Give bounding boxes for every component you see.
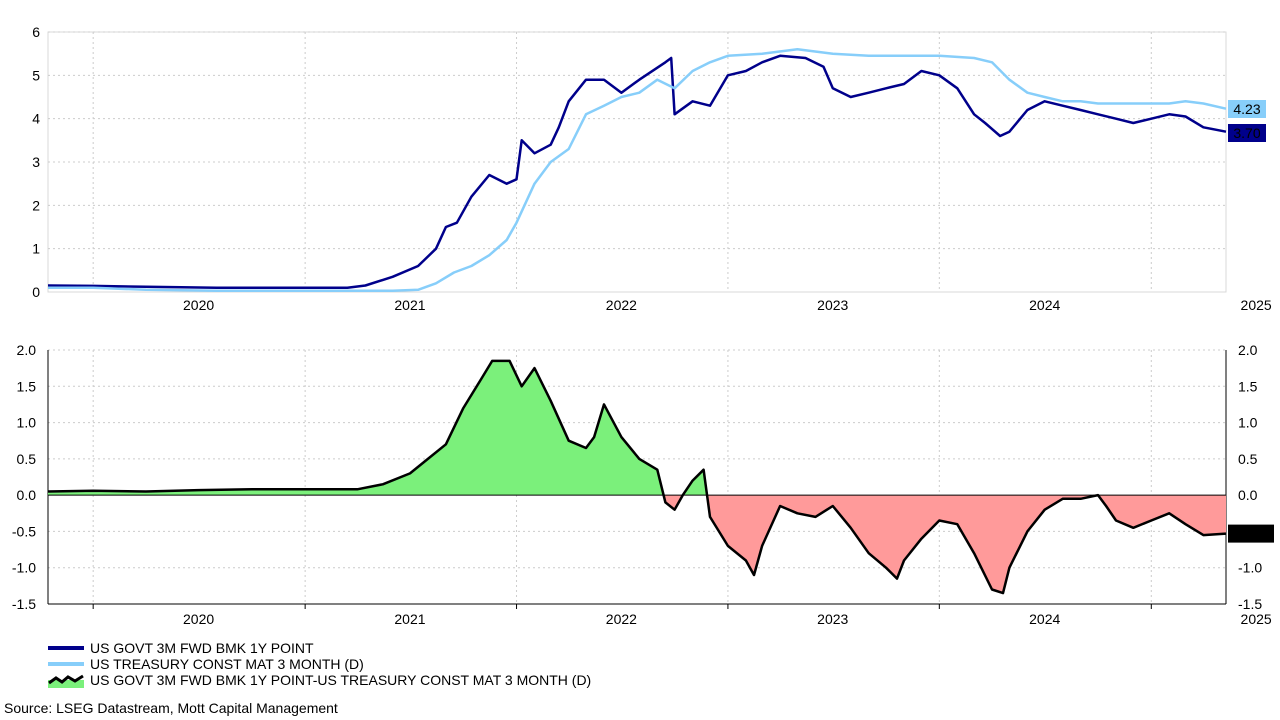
top-y-tick-label: 0 [32, 284, 40, 300]
legend-swatch-spread [48, 672, 84, 688]
top-y-tick-label: 5 [32, 67, 40, 83]
legend-label-treasury-3m: US TREASURY CONST MAT 3 MONTH (D) [90, 656, 364, 672]
legend-item-treasury-3m: US TREASURY CONST MAT 3 MONTH (D) [48, 656, 591, 672]
bottom-y-tick-label-left: 1.0 [17, 415, 37, 431]
top-y-tick-label: 1 [32, 241, 40, 257]
treasury-3m-series-line [48, 48, 1227, 292]
bottom-y-tick-label-right: 0.5 [1238, 451, 1258, 467]
top-line-chart: 2020 2021 2022 2023 2024 2025 0 1 2 3 4 5 6 4.23 3.70 [32, 24, 1272, 313]
bottom-x-tick-label: 2020 [183, 611, 214, 627]
bottom-y-tick-label-left: 2.0 [17, 342, 37, 358]
top-y-tick-label: 6 [32, 24, 40, 40]
forward-1y-last-value-tag [1228, 124, 1266, 142]
bottom-x-tick-label: 2024 [1029, 611, 1060, 627]
legend-swatch-forward-1y [48, 640, 84, 656]
spread-negative-area [663, 495, 1226, 594]
spread-last-value-label: -0.53 [1235, 526, 1267, 542]
bottom-x-tick-label: 2025 [1241, 611, 1272, 627]
bottom-y-tick-label-left: 1.5 [17, 378, 37, 394]
top-y-tick-label: 4 [32, 111, 40, 127]
top-y-tick-label: 3 [32, 154, 40, 170]
bottom-x-tick-label: 2022 [606, 611, 637, 627]
legend-label-spread: US GOVT 3M FWD BMK 1Y POINT-US TREASURY … [90, 672, 592, 688]
bottom-y-tick-label-right: 1.0 [1238, 415, 1258, 431]
treasury-3m-last-value-tag [1228, 100, 1266, 118]
top-x-tick-label: 2021 [394, 297, 425, 313]
spread-series-line [47, 359, 1227, 595]
bottom-y-tick-label-left: 0.5 [17, 451, 37, 467]
bottom-y-tick-label-left: -0.5 [12, 523, 36, 539]
bottom-spread-chart: 2020 2021 2022 2023 2024 2025-1.5 -1.5-1.0 -1.0… [12, 342, 1274, 627]
bottom-y-tick-label-right: -1.5 [1238, 596, 1262, 612]
chart-canvas: 2020 2021 2022 2023 2024 202501234564.233.70 … [12, 24, 1274, 627]
source-note: Source: LSEG Datastream, Mott Capital Ma… [4, 700, 338, 716]
bottom-y-tick-label-left: 0.0 [17, 487, 37, 503]
bottom-y-tick-label-right: 2.0 [1238, 342, 1258, 358]
legend-label-forward-1y: US GOVT 3M FWD BMK 1Y POINT [90, 640, 314, 656]
bottom-x-tick-label: 2023 [817, 611, 848, 627]
bottom-y-tick-label-right: 1.5 [1238, 378, 1258, 394]
forward-1y-series-line [47, 54, 1227, 289]
treasury-3m-last-value-label: 4.23 [1233, 101, 1260, 117]
top-y-tick-label: 2 [32, 197, 40, 213]
bottom-y-tick-label-left: -1.0 [12, 560, 36, 576]
bottom-x-tick-label: 2021 [394, 611, 425, 627]
bottom-y-tick-label-left: -1.5 [12, 596, 36, 612]
bottom-y-tick-label-right: -1.0 [1238, 560, 1262, 576]
spread-last-value-tag [1228, 524, 1274, 543]
top-x-tick-label: 2020 [183, 297, 214, 313]
top-x-tick-label: 2025 [1241, 297, 1272, 313]
legend: US GOVT 3M FWD BMK 1Y POINT US TREASURY … [48, 640, 591, 688]
bottom-y-tick-label-right: 0.0 [1238, 487, 1258, 503]
spread-positive-area [48, 360, 1226, 496]
top-x-tick-label: 2024 [1029, 297, 1060, 313]
legend-item-spread: US GOVT 3M FWD BMK 1Y POINT-US TREASURY … [48, 672, 591, 688]
top-x-tick-label: 2022 [606, 297, 637, 313]
legend-swatch-treasury-3m [48, 656, 84, 672]
forward-1y-last-value-label: 3.70 [1233, 125, 1260, 141]
top-x-tick-label: 2023 [817, 297, 848, 313]
legend-item-forward-1y: US GOVT 3M FWD BMK 1Y POINT [48, 640, 591, 656]
